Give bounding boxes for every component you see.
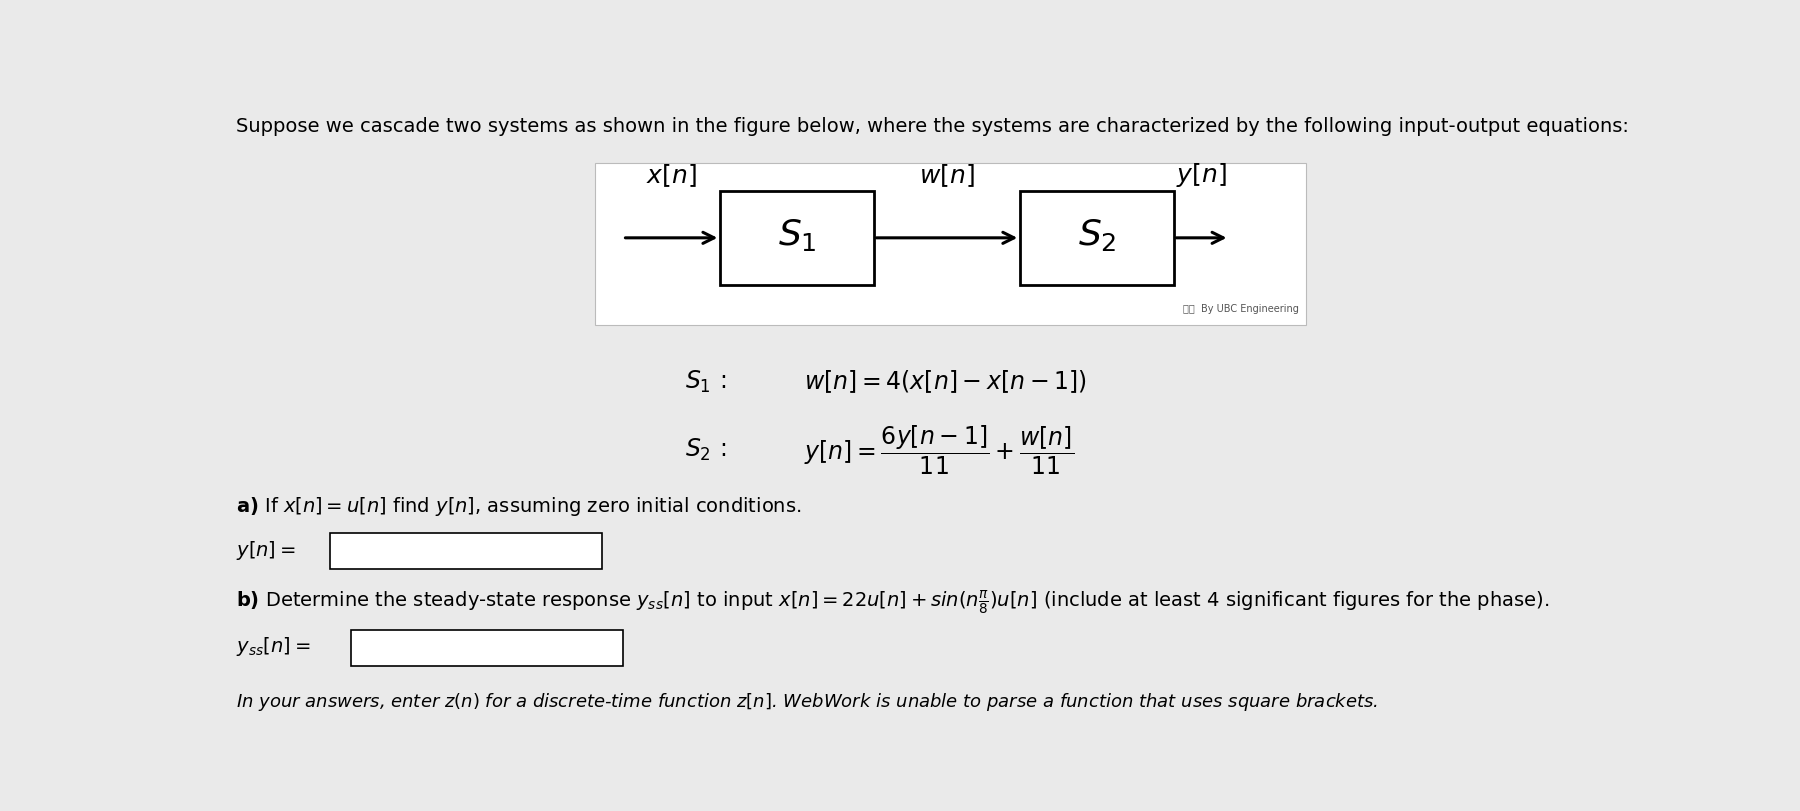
Text: ⒸⓈ  By UBC Engineering: ⒸⓈ By UBC Engineering [1183,304,1300,314]
Text: $S_2$: $S_2$ [1078,217,1116,253]
Bar [720,191,873,285]
Text: $y[n] =$: $y[n] =$ [236,539,295,561]
Text: In your answers, enter $z(n)$ for a discrete-time function $z[n]$. WebWork is un: In your answers, enter $z(n)$ for a disc… [236,691,1379,713]
Text: $S_1$: $S_1$ [778,217,815,253]
Text: $x[n]$: $x[n]$ [646,162,697,189]
Bar [351,630,623,666]
Bar [1021,191,1174,285]
Text: Suppose we cascade two systems as shown in the figure below, where the systems a: Suppose we cascade two systems as shown … [236,118,1629,136]
Text: $w[n] = 4(x[n] - x[n-1])$: $w[n] = 4(x[n] - x[n-1])$ [805,368,1087,395]
Text: $y[n] = \dfrac{6y[n-1]}{11} + \dfrac{w[n]}{11}$: $y[n] = \dfrac{6y[n-1]}{11} + \dfrac{w[n… [805,423,1075,477]
Text: $\mathbf{b)}$ Determine the steady-state response $y_{ss}[n]$ to input $x[n] = 2: $\mathbf{b)}$ Determine the steady-state… [236,589,1550,617]
Text: $w[n]$: $w[n]$ [920,162,976,189]
Text: $\mathbf{a)}$ If $x[n] = u[n]$ find $y[n]$, assuming zero initial conditions.: $\mathbf{a)}$ If $x[n] = u[n]$ find $y[n… [236,495,801,518]
Bar [329,533,601,569]
Text: $y_{ss}[n] =$: $y_{ss}[n] =$ [236,635,311,659]
Bar [594,163,1307,325]
Text: $S_1\,:$: $S_1\,:$ [686,368,727,395]
Text: $y[n]$: $y[n]$ [1175,161,1228,189]
Text: $S_2\,:$: $S_2\,:$ [686,437,727,463]
